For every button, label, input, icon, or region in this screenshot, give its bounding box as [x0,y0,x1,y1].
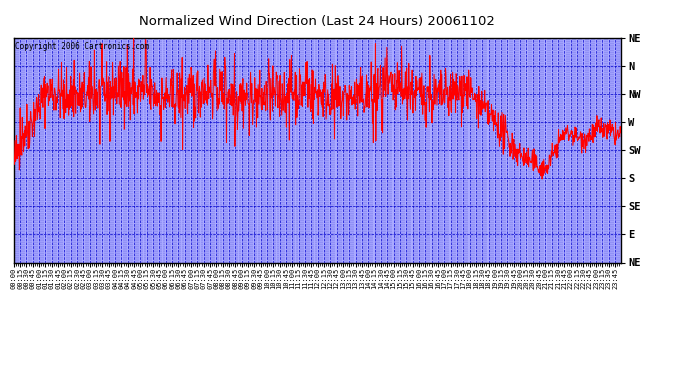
Text: Copyright 2006 Cartronics.com: Copyright 2006 Cartronics.com [15,42,149,51]
Text: Normalized Wind Direction (Last 24 Hours) 20061102: Normalized Wind Direction (Last 24 Hours… [139,15,495,28]
